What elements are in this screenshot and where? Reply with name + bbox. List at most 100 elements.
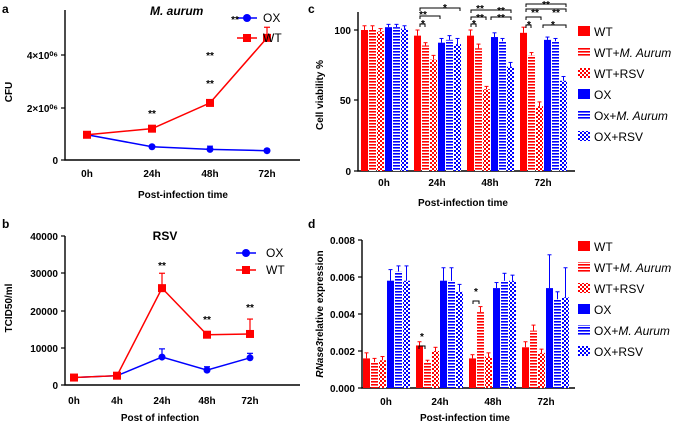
panel-c-ylabel: Cell viability % bbox=[315, 60, 326, 130]
annotation: * bbox=[421, 19, 425, 30]
legend-label: Ox+M. Aurum bbox=[594, 109, 668, 123]
panel-b: b RSV 0 10000 20000 30000 40000 0h 4h 24… bbox=[2, 217, 300, 423]
panel-a: a M. aurum 0 2×10⁰⁶ 4×10⁰⁶ 0h 24h 48h 72… bbox=[2, 2, 300, 201]
panel-d-ylabel-rest: relative expression bbox=[315, 250, 326, 341]
panel-a-ylabel: CFU bbox=[4, 82, 15, 103]
panel-b-xlabel: Post of infection bbox=[121, 413, 199, 423]
bar bbox=[485, 356, 492, 388]
bar bbox=[456, 291, 463, 388]
panel-a-annotations: ** ** ** ** bbox=[148, 15, 239, 120]
annotation: ** bbox=[476, 13, 484, 24]
bar bbox=[424, 362, 431, 388]
bar bbox=[501, 280, 508, 388]
annotation: * bbox=[472, 19, 476, 30]
series-line-ox bbox=[86, 134, 268, 152]
bar bbox=[507, 66, 514, 171]
panel-a-legend: OX WT bbox=[237, 11, 282, 45]
series-line-wt bbox=[73, 286, 251, 379]
bar bbox=[403, 280, 410, 388]
panel-b-xtick-4: 72h bbox=[241, 396, 258, 407]
bar bbox=[509, 280, 516, 388]
panel-a-label: a bbox=[2, 2, 9, 16]
annotation: ** bbox=[203, 315, 211, 326]
panel-b-ytick-1: 10000 bbox=[30, 344, 58, 355]
panel-b-ytick-3: 30000 bbox=[30, 269, 58, 280]
panel-d-ytick-1: 0.002 bbox=[330, 347, 355, 358]
annotation: * bbox=[551, 20, 555, 31]
data-point bbox=[83, 130, 91, 139]
panel-d-ytick-0: 0.000 bbox=[330, 384, 355, 395]
data-point bbox=[148, 124, 156, 133]
panel-b-ytick-0: 0 bbox=[52, 381, 58, 392]
legend-label-species: M. Aurum bbox=[620, 46, 672, 60]
bar bbox=[499, 41, 506, 171]
panel-a-legend-wt: WT bbox=[263, 31, 282, 45]
panel-d-xticks: 0h 24h 48h 72h bbox=[380, 397, 554, 408]
panel-c: c 0 50 100 0h 24h 48h 72h Post-infection… bbox=[308, 0, 671, 209]
panel-c-brackets bbox=[419, 3, 567, 28]
bar bbox=[385, 27, 392, 172]
panel-a-xtick-0: 0h bbox=[81, 169, 93, 180]
legend-label-species: M. Aurum bbox=[616, 109, 668, 123]
bar bbox=[387, 280, 394, 388]
panel-d-ytick-4: 0.008 bbox=[330, 236, 355, 247]
annotation: ** bbox=[476, 4, 484, 15]
panel-a-ytick-2: 4×10⁰⁶ bbox=[27, 51, 58, 62]
panel-b-legend-ox: OX bbox=[266, 246, 283, 260]
panel-a-ytick-1: 2×10⁰⁶ bbox=[27, 104, 58, 115]
annotation: ** bbox=[497, 6, 505, 17]
legend-label: OX+RSV bbox=[594, 130, 643, 144]
panel-d-ylabel-gene: RNase3 bbox=[315, 341, 326, 378]
data-point bbox=[203, 330, 211, 339]
legend-swatch bbox=[578, 68, 590, 78]
panel-c-xticks: 0h 24h 48h 72h bbox=[378, 178, 551, 189]
bar bbox=[454, 44, 461, 171]
legend-label: WT+RSV bbox=[594, 282, 644, 296]
bar bbox=[448, 280, 455, 388]
bar bbox=[560, 80, 567, 171]
panel-d-label: d bbox=[308, 217, 315, 231]
series-line-wt bbox=[86, 37, 268, 136]
panel-b-plot bbox=[70, 272, 254, 382]
annotation: * bbox=[443, 3, 447, 14]
panel-a-xtick-2: 48h bbox=[201, 169, 218, 180]
legend-swatch bbox=[578, 47, 590, 57]
data-point bbox=[246, 329, 254, 338]
bar bbox=[432, 351, 439, 388]
bar bbox=[477, 312, 484, 388]
bar bbox=[369, 30, 376, 171]
annotation: * bbox=[527, 20, 531, 31]
panel-d-xtick-3: 72h bbox=[537, 397, 554, 408]
panel-b-xticks: 0h 4h 24h 48h 72h bbox=[68, 396, 258, 407]
panel-c-ytick-0: 0 bbox=[345, 167, 351, 178]
bar bbox=[416, 345, 423, 388]
panel-d-brackets bbox=[418, 300, 480, 349]
data-point bbox=[246, 354, 254, 362]
bar bbox=[552, 41, 559, 171]
bar bbox=[430, 59, 437, 171]
annotation: ** bbox=[148, 109, 156, 120]
panel-a-xticks: 0h 24h 48h 72h bbox=[81, 169, 275, 180]
bar bbox=[379, 360, 386, 388]
legend-label: OX+M. Aurum bbox=[594, 324, 670, 338]
panel-c-xtick-2: 48h bbox=[481, 178, 498, 189]
annotation: * bbox=[420, 332, 424, 343]
bar bbox=[469, 358, 476, 388]
bar bbox=[544, 39, 551, 172]
data-point bbox=[206, 145, 214, 153]
panel-b-xtick-2: 24h bbox=[153, 396, 170, 407]
legend-label: WT+RSV bbox=[594, 67, 644, 81]
bar bbox=[528, 55, 535, 171]
data-point bbox=[158, 284, 166, 293]
panel-b-title: RSV bbox=[153, 229, 178, 243]
panel-b-ytick-4: 40000 bbox=[30, 232, 58, 243]
legend-swatch bbox=[578, 110, 590, 120]
panel-b-ytick-2: 20000 bbox=[30, 307, 58, 318]
annotation: ** bbox=[497, 13, 505, 24]
bar bbox=[377, 31, 384, 171]
bar bbox=[536, 106, 543, 171]
legend-label: OX bbox=[594, 88, 611, 102]
panel-b-yticks: 0 10000 20000 30000 40000 bbox=[30, 232, 65, 392]
annotation: * bbox=[474, 287, 478, 298]
